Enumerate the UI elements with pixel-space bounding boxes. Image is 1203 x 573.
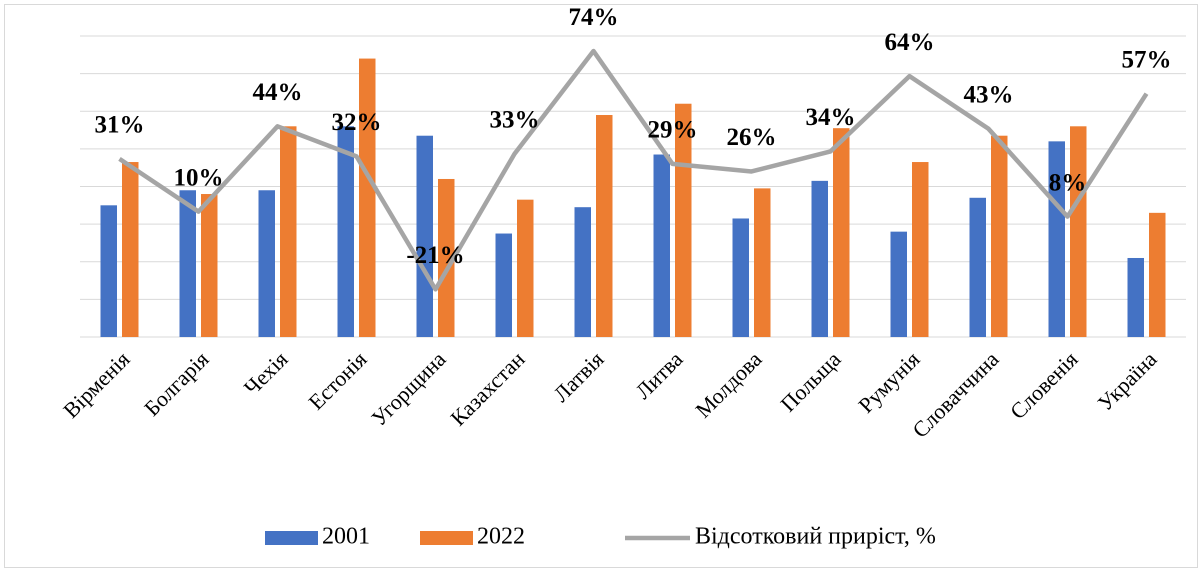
bar [574,207,591,337]
data-label: 43% [964,82,1014,109]
data-label: 74% [569,4,619,31]
data-label: 44% [253,79,303,106]
bar [1070,126,1087,337]
bar [732,218,749,337]
bar [1127,257,1144,337]
legend-swatch [265,531,318,545]
bar [675,103,692,337]
data-label: 31% [95,112,145,139]
bar [495,233,512,337]
line [118,48,1149,292]
data-label: 32% [332,109,382,136]
data-label: 33% [490,107,540,134]
bar [258,190,275,337]
data-label: 26% [727,124,777,151]
legend-label: 2022 [477,524,525,550]
bar [359,58,376,337]
bar [179,190,196,337]
bar [754,188,771,337]
bar [337,126,354,337]
bar [201,194,218,337]
data-label: 64% [885,29,935,56]
bar [122,162,139,337]
bar [912,162,929,337]
bar [1048,141,1065,337]
bar [991,135,1008,337]
bar [280,126,297,337]
data-label: 8% [1049,169,1087,196]
bar [100,205,117,337]
bar [438,178,455,337]
data-label: -21% [406,242,464,269]
bar [1149,212,1166,337]
bar [969,197,986,337]
bar [653,154,670,337]
bar [517,199,534,337]
bar [596,115,613,337]
bar [833,128,850,337]
legend-label: 2001 [322,524,370,550]
legend-swatch [420,531,473,545]
bar [416,135,433,337]
data-label: 29% [648,117,698,144]
data-label: 57% [1122,46,1172,73]
data-label: 34% [806,104,856,131]
bar [811,180,828,337]
bar [890,231,907,337]
data-label: 10% [174,164,224,191]
legend-label: Відсотковий приріст, % [695,524,936,550]
